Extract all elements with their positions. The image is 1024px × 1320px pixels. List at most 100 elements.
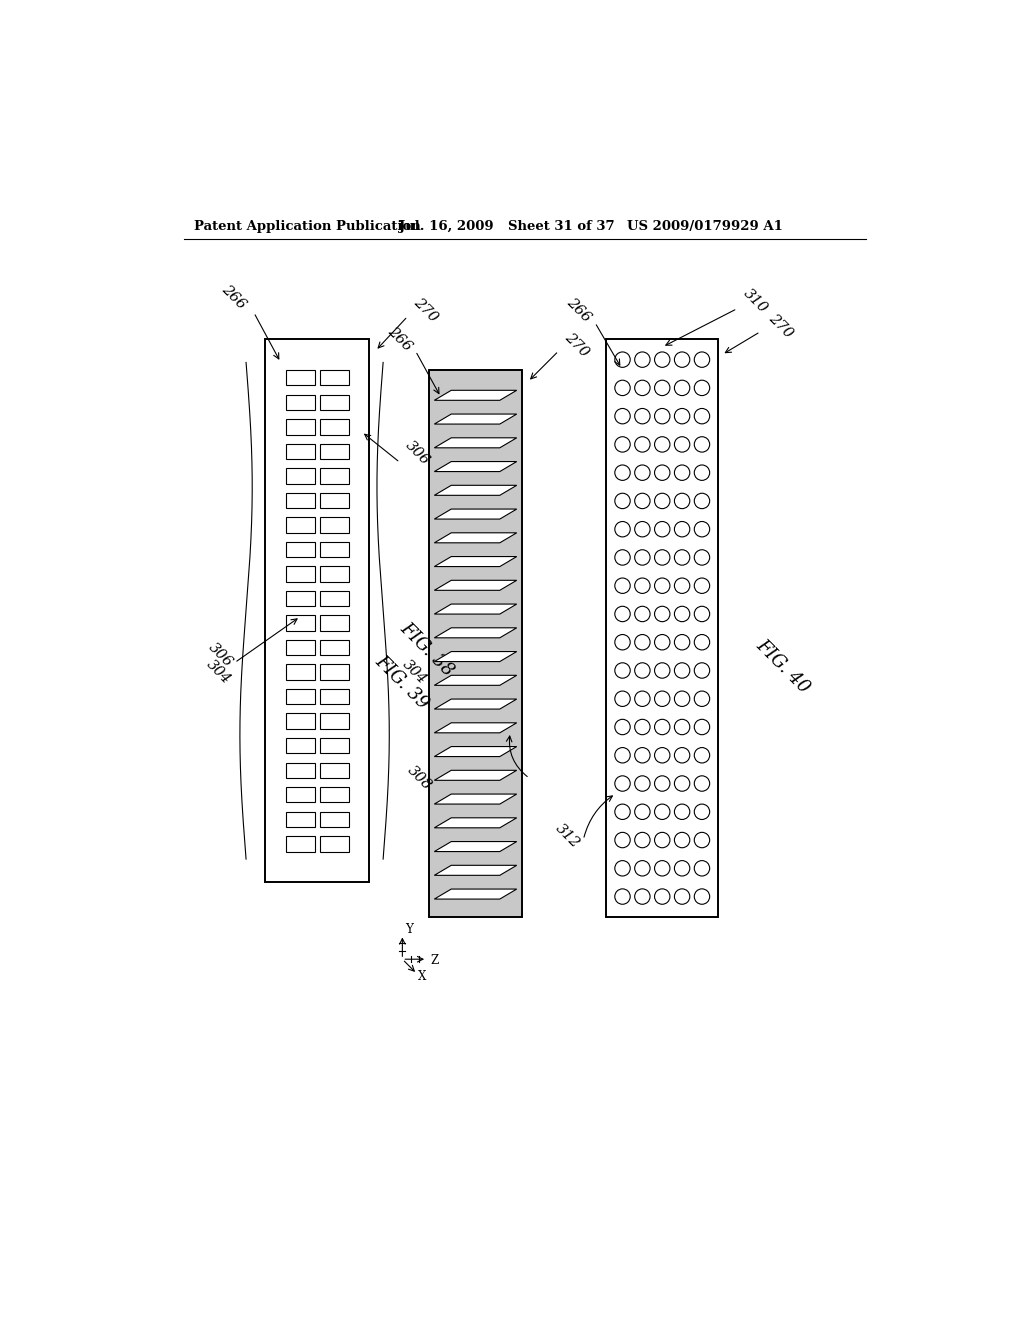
Circle shape [654,408,670,424]
Bar [319,492,349,508]
Polygon shape [434,628,517,638]
Circle shape [635,833,650,847]
Polygon shape [434,747,517,756]
Circle shape [654,663,670,678]
Circle shape [694,804,710,820]
Circle shape [694,380,710,396]
Circle shape [654,494,670,508]
Text: Jul. 16, 2009: Jul. 16, 2009 [398,219,494,232]
Circle shape [654,719,670,735]
Polygon shape [434,438,517,447]
Polygon shape [434,795,517,804]
Circle shape [614,521,630,537]
Polygon shape [434,818,517,828]
Circle shape [675,352,690,367]
Circle shape [635,804,650,820]
Text: 312: 312 [553,821,582,851]
Circle shape [654,833,670,847]
Bar [319,420,349,434]
Text: 310: 310 [741,286,771,315]
Bar [286,566,315,582]
Circle shape [614,833,630,847]
Polygon shape [434,723,517,733]
Polygon shape [434,557,517,566]
Circle shape [614,494,630,508]
Bar [286,763,315,777]
Bar [319,836,349,851]
Circle shape [675,861,690,876]
Text: 308: 308 [404,763,434,793]
Bar [286,517,315,533]
Circle shape [694,549,710,565]
Circle shape [614,606,630,622]
Circle shape [654,804,670,820]
Bar [319,664,349,680]
Text: US 2009/0179929 A1: US 2009/0179929 A1 [628,219,783,232]
Bar [286,444,315,459]
Circle shape [694,578,710,594]
Bar [319,640,349,655]
Bar [286,469,315,483]
Circle shape [694,521,710,537]
Bar [265,339,370,882]
Bar [319,763,349,777]
Circle shape [675,888,690,904]
Circle shape [675,380,690,396]
Circle shape [675,578,690,594]
Text: FIG. 40: FIG. 40 [753,636,813,697]
Circle shape [654,549,670,565]
Circle shape [614,719,630,735]
Circle shape [675,663,690,678]
Bar [286,787,315,803]
Polygon shape [434,581,517,590]
Circle shape [635,521,650,537]
Bar [286,714,315,729]
Bar [286,370,315,385]
Polygon shape [434,842,517,851]
Circle shape [614,861,630,876]
Bar [319,444,349,459]
Bar [286,738,315,754]
Bar [319,469,349,483]
Text: Z: Z [430,954,438,968]
Circle shape [694,352,710,367]
Text: 304: 304 [400,657,430,688]
Text: 306: 306 [205,640,234,669]
Circle shape [614,804,630,820]
Circle shape [694,861,710,876]
Circle shape [654,380,670,396]
Circle shape [675,747,690,763]
Circle shape [694,663,710,678]
Circle shape [694,692,710,706]
Circle shape [614,692,630,706]
Bar [286,640,315,655]
Circle shape [614,437,630,453]
Bar [286,420,315,434]
Circle shape [635,408,650,424]
Circle shape [675,549,690,565]
Circle shape [654,352,670,367]
Circle shape [654,635,670,649]
Polygon shape [434,510,517,519]
Bar [319,787,349,803]
Circle shape [635,549,650,565]
Circle shape [635,692,650,706]
Circle shape [635,776,650,791]
Bar [319,370,349,385]
Circle shape [675,635,690,649]
Bar [286,591,315,606]
Circle shape [635,380,650,396]
Text: 270: 270 [562,330,591,359]
Circle shape [635,494,650,508]
Text: 306: 306 [403,438,433,469]
Circle shape [635,352,650,367]
Circle shape [635,437,650,453]
Circle shape [635,663,650,678]
Bar [319,714,349,729]
Circle shape [675,494,690,508]
Polygon shape [434,486,517,495]
Text: 266: 266 [219,282,249,312]
Bar [286,689,315,705]
Circle shape [675,521,690,537]
Polygon shape [434,890,517,899]
